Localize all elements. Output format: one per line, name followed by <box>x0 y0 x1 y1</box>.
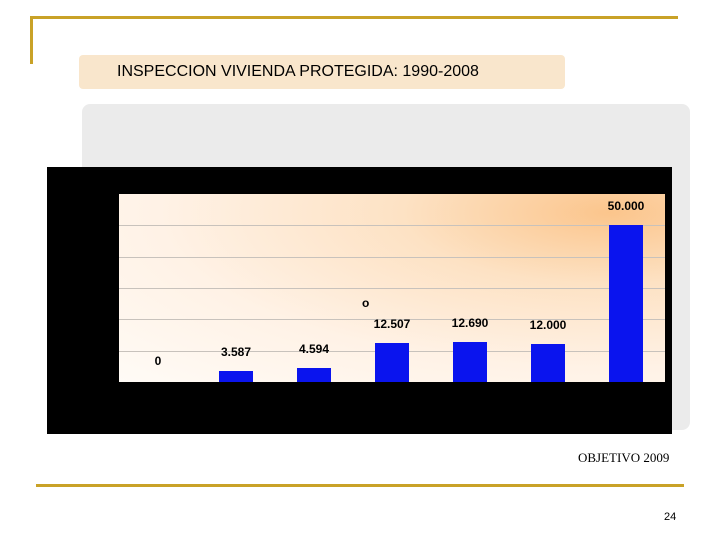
left-accent-rule <box>30 16 33 64</box>
bar <box>219 371 253 382</box>
bar <box>453 342 487 382</box>
top-accent-rule <box>30 16 678 19</box>
data-label: 50.000 <box>607 199 645 213</box>
title-box <box>79 55 565 89</box>
gridline <box>119 288 665 289</box>
gridline <box>119 225 665 226</box>
data-label: 12.000 <box>529 318 567 332</box>
data-label: 12.507 <box>373 317 411 331</box>
gridline <box>119 319 665 320</box>
slide-title: INSPECCION VIVIENDA PROTEGIDA: 1990-2008 <box>117 63 479 80</box>
data-label: 0 <box>154 354 162 368</box>
gridline <box>119 257 665 258</box>
bar <box>375 343 409 382</box>
bottom-accent-rule <box>36 484 684 487</box>
data-label: 4.594 <box>298 342 330 356</box>
bar <box>531 344 565 382</box>
plot-area <box>119 194 665 382</box>
bar <box>297 368 331 382</box>
stray-mark: o <box>362 296 370 310</box>
data-label: 3.587 <box>220 345 252 359</box>
data-label: 12.690 <box>451 316 489 330</box>
objective-label: OBJETIVO 2009 <box>578 450 670 465</box>
bar <box>609 225 643 382</box>
page-number: 24 <box>664 511 677 523</box>
